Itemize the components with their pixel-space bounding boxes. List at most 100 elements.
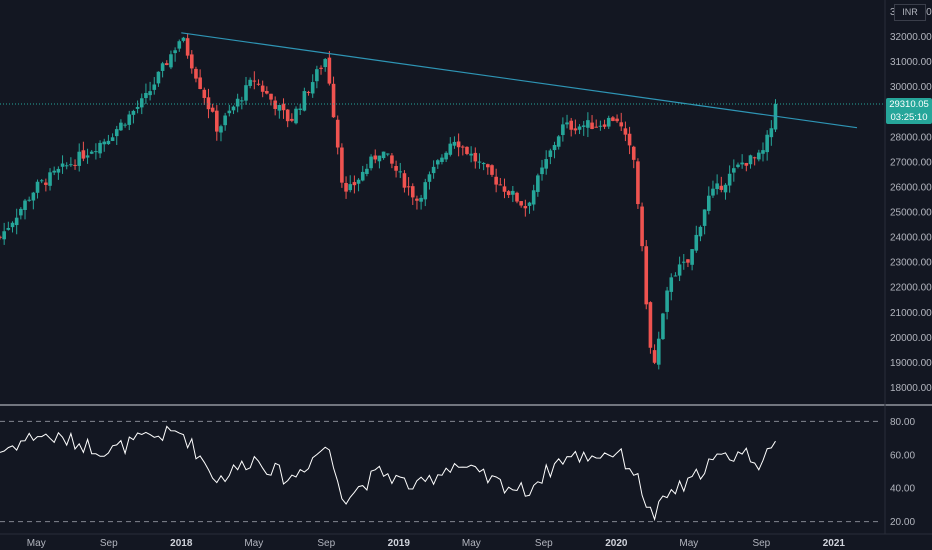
- candle-body: [60, 163, 65, 167]
- grid-layer: [0, 0, 932, 535]
- candle-body: [427, 174, 432, 182]
- candle-body: [640, 206, 644, 247]
- candle-body: [202, 89, 207, 98]
- candle-body: [377, 155, 382, 162]
- candle-body: [531, 190, 536, 205]
- candle-body: [215, 110, 219, 132]
- candle-body: [515, 192, 519, 202]
- candle-body: [89, 151, 94, 154]
- candle-body: [19, 208, 23, 216]
- candle-body: [565, 122, 569, 125]
- candle-body: [73, 164, 77, 166]
- price-tick-label: 30000.00: [890, 82, 932, 93]
- candle-body: [561, 124, 565, 136]
- candle-body: [219, 126, 223, 133]
- candle-body: [294, 108, 298, 124]
- candle-body: [435, 160, 440, 165]
- price-tick-label: 21000.00: [890, 308, 932, 319]
- candle-body: [748, 155, 753, 165]
- candle-body: [269, 93, 273, 100]
- currency-badge[interactable]: INR: [894, 4, 926, 21]
- time-tick-label: 2018: [170, 538, 193, 549]
- candle-body: [744, 163, 749, 166]
- candle-body: [606, 117, 611, 127]
- time-tick-label: 2020: [605, 538, 628, 549]
- rsi-layer: [0, 420, 880, 523]
- candle-body: [419, 197, 423, 202]
- candle-body: [769, 128, 774, 138]
- candle-body: [69, 164, 73, 166]
- candles-layer: [0, 33, 778, 370]
- candle-body: [110, 137, 115, 141]
- candle-body: [235, 98, 240, 107]
- candle-body: [706, 195, 711, 211]
- candle-body: [152, 84, 157, 90]
- candle-body: [573, 128, 578, 131]
- candle-body: [10, 222, 15, 228]
- candle-body: [444, 152, 448, 160]
- candle-body: [506, 191, 511, 196]
- candle-body: [623, 128, 628, 135]
- candle-body: [52, 170, 57, 173]
- candle-body: [581, 125, 586, 127]
- candle-body: [465, 146, 469, 154]
- candle-body: [123, 124, 127, 126]
- candle-body: [114, 129, 119, 137]
- candle-body: [106, 140, 111, 145]
- candle-body: [306, 91, 311, 93]
- candle-body: [431, 166, 436, 174]
- candle-body: [302, 91, 307, 111]
- candle-body: [690, 249, 694, 265]
- candle-body: [160, 63, 165, 71]
- candle-body: [177, 41, 182, 49]
- candle-body: [356, 179, 361, 184]
- candle-body: [223, 115, 227, 126]
- candle-body: [702, 209, 707, 226]
- price-countdown: 03:25:10: [890, 112, 928, 123]
- last-price-value: 29310.05: [889, 99, 929, 110]
- candle-body: [577, 126, 582, 130]
- candle-body: [740, 162, 744, 165]
- trendline[interactable]: [181, 32, 858, 129]
- rsi-tick-label: 20.00: [890, 517, 915, 528]
- candle-body: [181, 37, 186, 41]
- candle-body: [636, 161, 640, 205]
- candle-body: [319, 67, 323, 69]
- last-price-label[interactable]: 29310.05 03:25:10: [886, 98, 932, 124]
- candle-body: [736, 164, 740, 167]
- time-tick-label: May: [244, 538, 263, 549]
- candle-body: [173, 50, 177, 54]
- candle-body: [490, 165, 494, 175]
- axes-layer[interactable]: 18000.00 19000.00 20000.00 21000.00 22000.00…: [27, 7, 932, 549]
- candle-body: [44, 182, 48, 185]
- candle-body: [227, 110, 232, 114]
- candle-body: [360, 171, 365, 181]
- candle-body: [340, 147, 344, 183]
- candle-body: [144, 92, 148, 99]
- candle-body: [248, 79, 252, 86]
- currency-badge-label: INR: [902, 7, 918, 17]
- candle-body: [586, 120, 590, 128]
- candle-body: [715, 183, 719, 190]
- candle-body: [198, 77, 202, 90]
- candle-body: [206, 97, 211, 110]
- candle-body: [85, 155, 90, 158]
- candle-body: [244, 85, 248, 101]
- candle-body: [423, 182, 428, 200]
- time-tick-label: 2021: [823, 538, 846, 549]
- candle-body: [415, 198, 419, 201]
- time-tick-label: Sep: [317, 538, 335, 549]
- candle-body: [327, 57, 332, 84]
- candle-body: [594, 126, 599, 128]
- candle-body: [598, 125, 603, 127]
- trend-layer[interactable]: [0, 32, 885, 129]
- candle-body: [394, 166, 398, 171]
- candle-body: [752, 157, 757, 159]
- candle-body: [77, 151, 82, 166]
- price-tick-label: 27000.00: [890, 157, 932, 168]
- candle-body: [135, 106, 140, 109]
- candle-body: [323, 59, 328, 68]
- candle-body: [631, 146, 636, 160]
